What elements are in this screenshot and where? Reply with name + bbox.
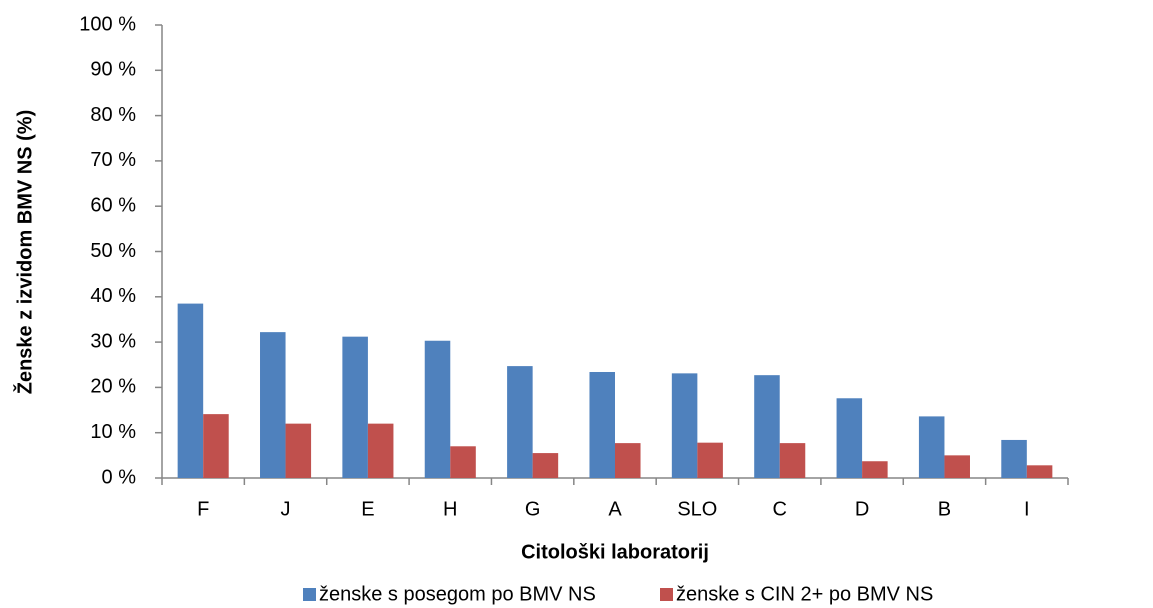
x-tick-label: D xyxy=(855,498,869,520)
y-tick-label: 10 % xyxy=(90,421,136,443)
x-tick-label: G xyxy=(525,498,541,520)
bar xyxy=(671,373,698,478)
y-tick-label: 80 % xyxy=(90,104,136,126)
bar xyxy=(615,443,641,478)
bar xyxy=(285,423,312,478)
y-axis-label: Ženske z izvidom BMV NS (%) xyxy=(12,110,36,395)
bar xyxy=(944,455,970,478)
bar xyxy=(918,416,945,478)
y-tick-label: 60 % xyxy=(90,194,136,216)
bar xyxy=(507,366,533,478)
y-tick-label: 70 % xyxy=(90,149,136,171)
legend-swatch xyxy=(660,588,673,601)
legend-swatch xyxy=(303,588,316,601)
bar xyxy=(367,423,394,478)
bar xyxy=(450,446,476,478)
bar xyxy=(697,442,723,478)
bar xyxy=(779,443,806,478)
y-tick-label: 40 % xyxy=(90,285,136,307)
bar xyxy=(260,332,286,478)
bar xyxy=(342,336,368,478)
bar xyxy=(532,453,559,478)
legend-label: ženske s posegom po BMV NS xyxy=(319,583,596,605)
bar xyxy=(836,398,863,478)
x-axis-label: Citološki laboratorij xyxy=(521,541,709,563)
bar xyxy=(177,303,204,478)
x-tick-label: I xyxy=(1024,498,1030,520)
x-tick-label: C xyxy=(773,498,787,520)
x-tick-label: J xyxy=(281,498,291,520)
x-tick-label: B xyxy=(938,498,951,520)
y-tick-label: 30 % xyxy=(90,330,136,352)
x-tick-label: H xyxy=(443,498,457,520)
bar xyxy=(862,461,888,478)
legend-label: ženske s CIN 2+ po BMV NS xyxy=(676,583,933,605)
x-tick-label: A xyxy=(608,498,622,520)
bar xyxy=(754,375,780,478)
x-tick-label: SLO xyxy=(677,498,717,520)
y-tick-label: 50 % xyxy=(90,240,136,262)
bar xyxy=(1001,439,1027,478)
x-tick-label: F xyxy=(197,498,209,520)
y-tick-label: 0 % xyxy=(102,466,137,488)
bar xyxy=(589,371,615,478)
y-tick-label: 90 % xyxy=(90,59,136,81)
y-tick-label: 20 % xyxy=(90,376,136,398)
x-tick-label: E xyxy=(361,498,374,520)
bar xyxy=(1026,465,1053,478)
y-tick-label: 100 % xyxy=(79,13,136,35)
bar xyxy=(203,414,229,478)
bar xyxy=(424,340,451,478)
